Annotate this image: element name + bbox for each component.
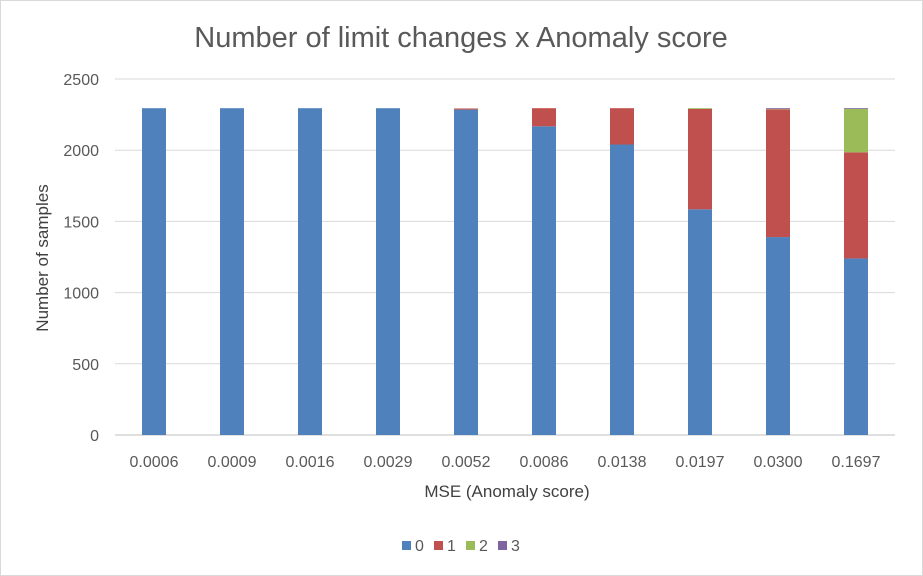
- legend-swatch: [402, 541, 411, 550]
- bar-segment-series-0: [142, 108, 166, 435]
- bar-segment-series-1: [688, 108, 712, 210]
- bar-segment-series-1: [844, 152, 868, 259]
- bar-segment-series-0: [610, 144, 634, 435]
- bar-segment-series-0: [688, 209, 712, 435]
- bar-segment-series-2: [688, 108, 712, 109]
- x-axis-title: MSE (Anomaly score): [424, 482, 589, 501]
- x-tick-label: 0.0016: [286, 454, 335, 471]
- bar-segment-series-3: [766, 108, 790, 109]
- bar-segment-series-3: [844, 108, 868, 109]
- y-tick-label: 500: [72, 357, 99, 374]
- bar-segment-series-0: [298, 108, 322, 435]
- bar-segment-series-0: [220, 108, 244, 435]
- bar-segment-series-0: [844, 258, 868, 435]
- legend-swatch: [466, 541, 475, 550]
- y-tick-label: 0: [90, 428, 99, 445]
- bar-segment-series-0: [532, 126, 556, 436]
- legend-label: 0: [415, 538, 424, 555]
- y-tick-label: 1000: [63, 286, 99, 303]
- x-tick-label: 0.0052: [442, 454, 491, 471]
- bars: [142, 108, 868, 436]
- x-tick-label: 0.0006: [130, 454, 179, 471]
- legend-label: 3: [511, 538, 520, 555]
- x-tick-label: 0.0300: [754, 454, 803, 471]
- bar-segment-series-2: [844, 108, 868, 153]
- legend-label: 1: [447, 538, 456, 555]
- legend: 0 1 2 3: [402, 538, 520, 555]
- x-tick-labels: 0.0006 0.0009 0.0016 0.0029 0.0052 0.0086 0.01…: [130, 454, 881, 471]
- bar-segment-series-0: [454, 109, 478, 435]
- bar-segment-series-1: [766, 109, 790, 238]
- y-tick-label: 1500: [63, 214, 99, 231]
- bar-segment-series-1: [454, 108, 478, 110]
- bar-segment-series-0: [376, 108, 400, 435]
- chart-title: Number of limit changes x Anomaly score: [194, 22, 728, 54]
- y-tick-label: 2000: [63, 143, 99, 160]
- y-axis-title: Number of samples: [33, 184, 52, 331]
- bar-segment-series-1: [610, 108, 634, 145]
- legend-swatch: [434, 541, 443, 550]
- x-tick-label: 0.0138: [598, 454, 647, 471]
- bar-segment-series-1: [532, 108, 556, 127]
- x-tick-label: 0.0029: [364, 454, 413, 471]
- legend-swatch: [498, 541, 507, 550]
- gridlines: [115, 78, 895, 436]
- y-tick-label: 2500: [63, 72, 99, 89]
- bar-segment-series-0: [766, 237, 790, 435]
- legend-label: 2: [479, 538, 488, 555]
- x-tick-label: 0.0086: [520, 454, 569, 471]
- x-tick-label: 0.0009: [208, 454, 257, 471]
- y-tick-labels: 0 500 1000 1500 2000 2500: [63, 72, 99, 445]
- x-tick-label: 0.0197: [676, 454, 725, 471]
- x-tick-label: 0.1697: [832, 454, 881, 471]
